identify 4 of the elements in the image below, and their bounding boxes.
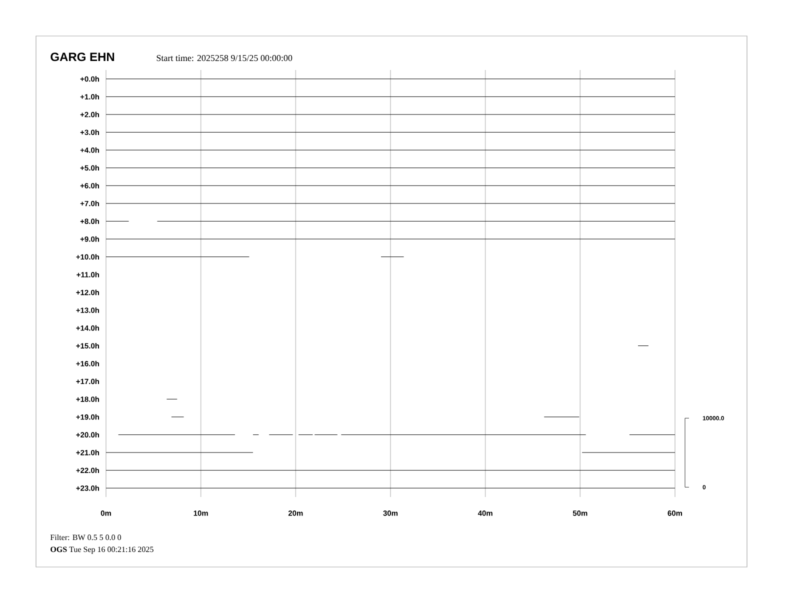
text: Filter: BW 0.5 5 0.0 0 [50,534,122,540]
chart-title: GARG EHN [50,52,114,62]
text: OGS Tue Sep 16 00:21:16 2025 [50,546,154,554]
chart-subtitle: Start time: 2025258 9/15/25 00:00:00 [156,55,292,62]
